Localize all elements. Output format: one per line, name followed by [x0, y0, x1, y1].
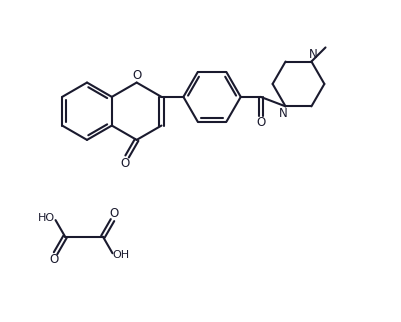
Text: HO: HO — [38, 213, 55, 223]
Text: O: O — [49, 253, 58, 267]
Text: N: N — [279, 107, 288, 120]
Text: O: O — [256, 116, 265, 129]
Text: O: O — [132, 69, 142, 82]
Text: N: N — [309, 48, 318, 61]
Text: O: O — [120, 157, 130, 170]
Text: O: O — [110, 207, 119, 220]
Text: OH: OH — [113, 250, 130, 260]
